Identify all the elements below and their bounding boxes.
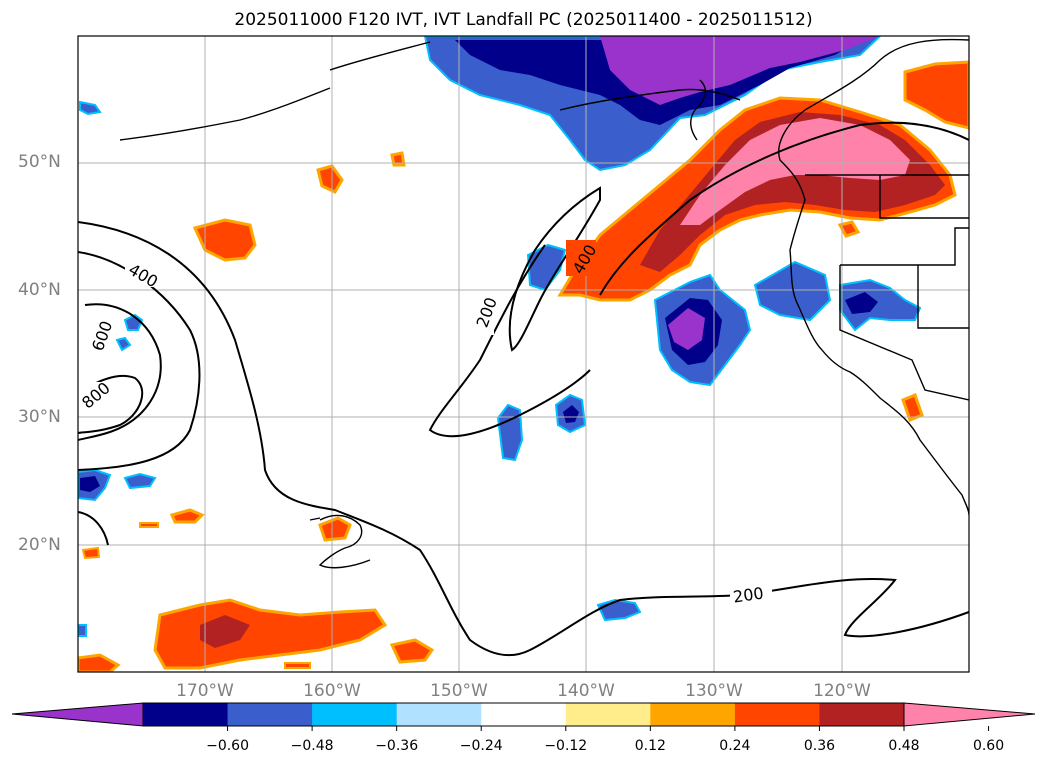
map-title: 2025011000 F120 IVT, IVT Landfall PC (20… (234, 10, 813, 30)
contour-label-group: 400 600 800 200 400 200 (78, 240, 772, 607)
colorbar (11, 702, 1036, 731)
colorbar-swatch (396, 703, 482, 726)
colorbar-swatch (481, 703, 567, 726)
lon-label-170w: 170°W (176, 681, 234, 701)
colorbar-tick-label: 0.24 (719, 738, 751, 754)
map-plot-area: 400 600 800 200 400 200 (78, 36, 969, 672)
colorbar-arrow-low (11, 702, 144, 727)
colorbar-swatch (143, 703, 229, 726)
colorbar-tick-label: −0.36 (375, 738, 419, 754)
colorbar-swatch (734, 703, 820, 726)
lon-label-160w: 160°W (303, 681, 361, 701)
map-gridlines (78, 36, 969, 672)
contour-label: 200 (732, 583, 765, 606)
negative-pc-shading (78, 36, 922, 637)
colorbar-tick-label: 0.60 (972, 738, 1005, 754)
colorbar-swatch (227, 703, 313, 726)
colorbar-tick-label: 0.36 (803, 738, 836, 754)
colorbar-tick-label: −0.12 (544, 738, 588, 754)
colorbar-tick-label: −0.24 (459, 738, 503, 754)
colorbar-tick-label: −0.48 (290, 738, 334, 754)
lat-label-30n: 30°N (18, 407, 61, 427)
positive-pc-shading (78, 60, 969, 672)
lon-label-130w: 130°W (685, 681, 743, 701)
colorbar-tick-label: −0.60 (206, 738, 249, 754)
colorbar-swatch (312, 703, 398, 726)
colorbar-swatch (650, 703, 736, 726)
lon-label-120w: 120°W (813, 681, 871, 701)
lat-label-50n: 50°N (18, 152, 61, 172)
colorbar-tick-label: 0.12 (634, 738, 666, 754)
lon-label-140w: 140°W (557, 681, 615, 701)
colorbar-swatch (565, 703, 651, 726)
colorbar-swatch (819, 703, 905, 726)
lat-label-20n: 20°N (18, 535, 61, 555)
ivt-contours (78, 121, 969, 657)
colorbar-arrow-high (903, 702, 1036, 727)
colorbar-tick-label: 0.48 (888, 738, 920, 754)
map-frame (77, 35, 970, 673)
coastlines (119, 38, 969, 569)
lat-label-40n: 40°N (18, 280, 61, 300)
lon-label-150w: 150°W (430, 681, 488, 701)
